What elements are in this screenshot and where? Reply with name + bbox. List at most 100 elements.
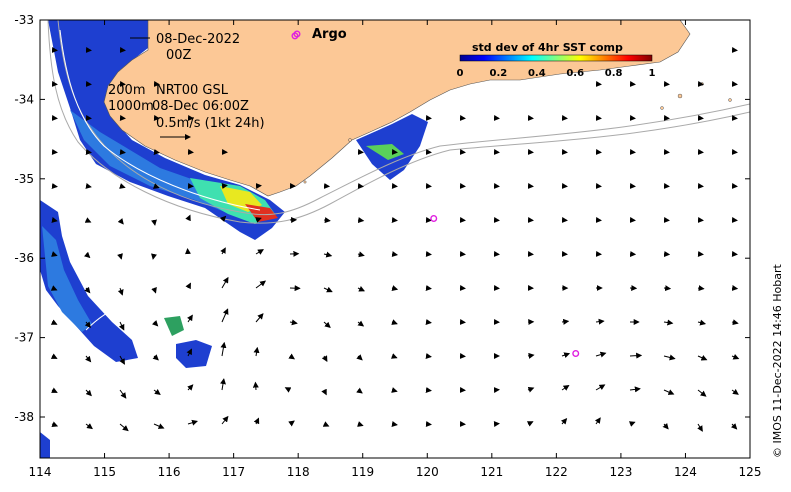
- current-vector-arrow: [425, 285, 432, 291]
- current-vector-arrow: [220, 247, 226, 255]
- colorbar-tick-label: 1: [649, 68, 656, 79]
- x-tick-label: 115: [93, 465, 116, 479]
- current-vector-arrow: [321, 355, 328, 362]
- current-vector-arrow: [85, 183, 92, 189]
- current-vector-arrow: [50, 285, 58, 291]
- current-vector-arrow: [252, 381, 259, 391]
- x-tick-label: 116: [158, 465, 181, 479]
- current-vector-arrow: [323, 217, 331, 224]
- current-vector-arrow: [561, 352, 571, 359]
- colorbar-tick-label: 0.6: [566, 68, 584, 79]
- x-tick-label: 120: [416, 465, 439, 479]
- isobath-200-label: 200m: [108, 83, 145, 98]
- current-vector-arrow: [187, 419, 198, 426]
- current-vector-arrow: [187, 384, 194, 391]
- current-vector-arrow: [561, 318, 570, 325]
- current-vector-arrow: [697, 354, 708, 361]
- current-vector-arrow: [629, 386, 641, 393]
- colorbar-tick-label: 0.2: [490, 68, 508, 79]
- current-vector-arrow: [527, 352, 535, 359]
- argo-floats: [291, 32, 580, 357]
- isobaths: [47, 20, 750, 224]
- y-tick-label: -34: [14, 92, 34, 106]
- current-vector-arrow: [117, 253, 123, 260]
- hour-label: 00Z: [166, 48, 192, 63]
- x-tick-label: 114: [29, 465, 52, 479]
- current-vector-arrow: [357, 320, 365, 327]
- current-vector-arrow: [663, 319, 674, 326]
- current-vector-arrow: [153, 389, 161, 395]
- y-tick-label: -38: [14, 410, 34, 424]
- current-vector-arrow: [391, 421, 398, 427]
- current-vector-arrow: [51, 421, 59, 427]
- current-vector-arrow: [357, 217, 365, 224]
- current-vector-arrow: [117, 287, 124, 296]
- colorbar-tick-label: 0.4: [528, 68, 546, 79]
- x-tick-label: 119: [351, 465, 374, 479]
- current-vector-arrow: [356, 387, 363, 394]
- current-vector-arrow: [153, 183, 160, 189]
- current-vector-arrow: [253, 346, 260, 357]
- current-vector-arrow: [730, 423, 738, 430]
- nrt-time-label: 08-Dec 06:00Z: [152, 99, 249, 114]
- current-vector-arrow: [151, 253, 157, 260]
- current-vector-arrow: [119, 149, 126, 155]
- colorbar: [459, 54, 653, 62]
- current-vector-arrow: [594, 417, 601, 425]
- current-vector-arrow: [321, 388, 327, 396]
- argo-float-marker: [291, 32, 299, 40]
- current-vector-arrow: [731, 388, 739, 395]
- x-tick-label: 123: [609, 465, 632, 479]
- current-vector-arrow: [323, 251, 333, 258]
- current-vector-arrow: [85, 355, 92, 363]
- current-vector-arrow: [425, 353, 432, 359]
- argo-legend-label: Argo: [312, 27, 347, 42]
- current-vector-arrow: [323, 286, 333, 293]
- current-vector-arrow: [628, 421, 636, 427]
- current-vector-arrow: [731, 319, 739, 326]
- current-vector-arrow: [391, 217, 398, 223]
- land-mass: [103, 20, 691, 197]
- current-vector-arrow: [85, 423, 93, 430]
- current-vector-arrow: [255, 280, 267, 289]
- isobath-1000-label: 1000m: [108, 99, 154, 114]
- current-vector-arrow: [51, 387, 58, 393]
- current-vector-arrow: [288, 420, 295, 427]
- current-vector-arrow: [151, 219, 157, 226]
- current-vector-arrow: [697, 319, 707, 326]
- x-tick-label: 122: [545, 465, 568, 479]
- current-vector-arrow: [219, 215, 227, 223]
- current-vector-arrow: [117, 218, 124, 225]
- current-vector-arrow: [595, 318, 605, 325]
- current-vector-arrow: [697, 389, 707, 397]
- current-vector-arrow: [255, 249, 264, 255]
- argo-float-marker: [430, 214, 438, 222]
- current-vector-arrow: [119, 355, 125, 365]
- colorbar-ticks: 0 0.2 0.4 0.6 0.8 1: [457, 68, 656, 79]
- current-vector-arrow: [253, 417, 260, 425]
- x-tick-label: 121: [480, 465, 503, 479]
- x-tick-label: 125: [739, 465, 762, 479]
- current-vector-arrow: [391, 387, 398, 393]
- current-vector-arrow: [118, 321, 125, 331]
- current-vector-arrow: [83, 251, 91, 259]
- current-vector-arrow: [85, 389, 92, 397]
- current-vector-arrow: [221, 415, 229, 425]
- current-vector-arrow: [425, 387, 432, 393]
- plot-frame: [39, 19, 751, 459]
- nrt-label: NRT00 GSL: [156, 83, 229, 98]
- current-vector-arrow: [221, 308, 229, 323]
- current-vector-arrow: [187, 314, 193, 323]
- current-vector-arrow: [731, 285, 739, 292]
- current-vector-arrow: [51, 183, 58, 189]
- current-vector-arrow: [119, 423, 129, 432]
- current-vector-arrow: [51, 217, 58, 223]
- current-vector-arrow: [323, 321, 331, 328]
- current-vector-arrow: [85, 149, 92, 155]
- colorbar-tick-label: 0: [457, 68, 464, 79]
- current-vector-arrow: [697, 285, 705, 292]
- current-vector-arrow: [153, 149, 160, 155]
- y-axis: -33 -34 -35 -36 -37 -38: [14, 13, 750, 424]
- current-vector-arrow: [185, 214, 191, 222]
